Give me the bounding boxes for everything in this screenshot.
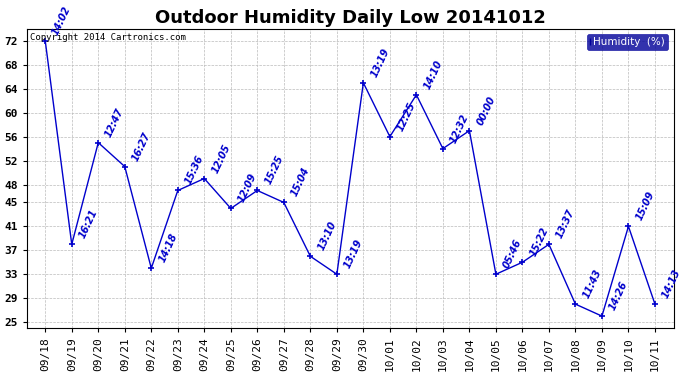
Text: 14:18: 14:18: [157, 232, 179, 264]
Text: 16:27: 16:27: [130, 130, 152, 162]
Text: 15:04: 15:04: [289, 166, 311, 198]
Text: Copyright 2014 Cartronics.com: Copyright 2014 Cartronics.com: [30, 33, 186, 42]
Text: 15:09: 15:09: [634, 190, 656, 222]
Text: 12:25: 12:25: [395, 100, 417, 132]
Text: 12:05: 12:05: [210, 142, 232, 174]
Text: 05:46: 05:46: [502, 238, 524, 270]
Text: 15:36: 15:36: [184, 154, 206, 186]
Text: 12:47: 12:47: [104, 106, 126, 138]
Text: 14:02: 14:02: [51, 4, 73, 37]
Text: 15:22: 15:22: [528, 226, 550, 258]
Text: 11:43: 11:43: [581, 268, 603, 300]
Text: 14:26: 14:26: [607, 280, 629, 312]
Text: 12:09: 12:09: [237, 172, 259, 204]
Text: 00:00: 00:00: [475, 94, 497, 126]
Text: 16:21: 16:21: [77, 208, 99, 240]
Text: 14:10: 14:10: [422, 58, 444, 91]
Text: 13:37: 13:37: [555, 208, 577, 240]
Text: 13:10: 13:10: [316, 220, 338, 252]
Text: 14:13: 14:13: [660, 268, 682, 300]
Text: 13:19: 13:19: [369, 46, 391, 79]
Legend: Humidity  (%): Humidity (%): [587, 34, 669, 51]
Text: 13:19: 13:19: [342, 238, 364, 270]
Text: 12:32: 12:32: [448, 112, 471, 144]
Text: 15:25: 15:25: [263, 154, 285, 186]
Title: Outdoor Humidity Daily Low 20141012: Outdoor Humidity Daily Low 20141012: [155, 9, 546, 27]
